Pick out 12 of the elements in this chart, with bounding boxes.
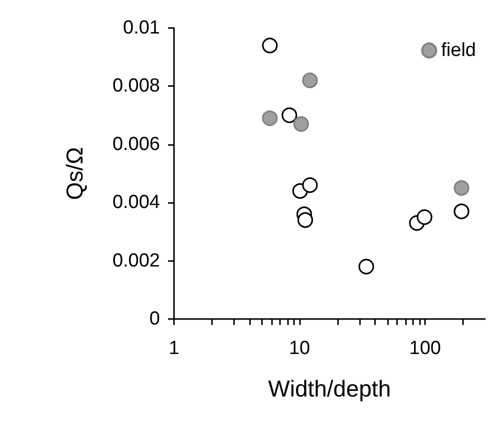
- x-tick-label: 1: [168, 338, 180, 359]
- y-tick-label: 0.01: [123, 18, 160, 38]
- y-tick-label: 0: [149, 308, 160, 330]
- y-tick-label: 0.008: [112, 76, 160, 97]
- y-tick-label: 0.006: [112, 134, 160, 155]
- y-tick-label: 0.002: [112, 250, 160, 272]
- y-tick-label: 0.004: [112, 192, 160, 214]
- legend-label: field: [441, 40, 476, 61]
- x-tick-label: 100: [409, 338, 441, 359]
- y-axis-title: Qs/Ω: [62, 147, 88, 200]
- x-tick-label: 10: [288, 338, 310, 359]
- x-axis-title: Width/depth: [268, 376, 391, 402]
